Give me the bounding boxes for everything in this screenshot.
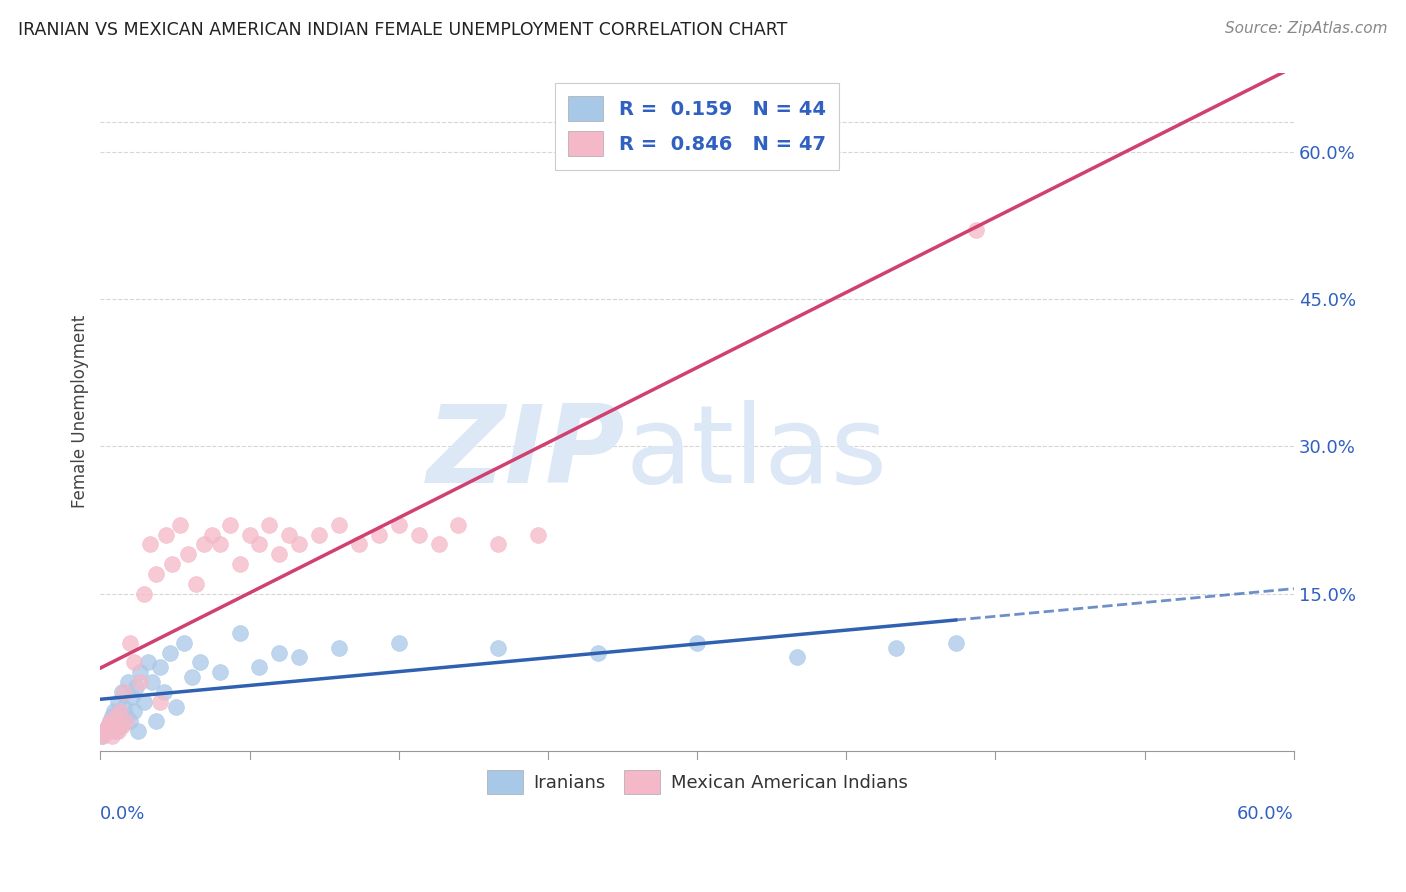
Point	[121, 690, 143, 704]
Point	[98, 714, 121, 729]
Point	[110, 705, 132, 719]
Point	[115, 709, 138, 723]
Text: 0.0%: 0.0%	[100, 805, 146, 822]
Point	[160, 557, 183, 571]
Point	[218, 517, 240, 532]
Point	[786, 650, 808, 665]
Point	[101, 709, 124, 723]
Point	[101, 729, 124, 743]
Point	[238, 527, 260, 541]
Point	[97, 719, 120, 733]
Point	[169, 517, 191, 532]
Point	[686, 635, 709, 649]
Point	[136, 656, 159, 670]
Point	[173, 635, 195, 649]
Point	[249, 537, 271, 551]
Point	[112, 699, 135, 714]
Point	[945, 635, 967, 649]
Point	[125, 680, 148, 694]
Point	[180, 670, 202, 684]
Point	[98, 714, 121, 729]
Text: ZIP: ZIP	[427, 400, 626, 506]
Point	[486, 537, 509, 551]
Point	[388, 635, 411, 649]
Point	[328, 517, 350, 532]
Point	[228, 625, 250, 640]
Point	[288, 650, 311, 665]
Point	[97, 719, 120, 733]
Point	[328, 640, 350, 655]
Point	[122, 656, 145, 670]
Point	[278, 527, 301, 541]
Point	[96, 726, 118, 740]
Point	[427, 537, 450, 551]
Point	[159, 646, 181, 660]
Point	[120, 635, 142, 649]
Text: 60.0%: 60.0%	[1237, 805, 1294, 822]
Point	[127, 724, 149, 739]
Point	[527, 527, 550, 541]
Point	[103, 719, 125, 733]
Point	[93, 726, 115, 740]
Point	[249, 660, 271, 674]
Point	[259, 517, 281, 532]
Point	[228, 557, 250, 571]
Point	[208, 665, 231, 680]
Text: IRANIAN VS MEXICAN AMERICAN INDIAN FEMALE UNEMPLOYMENT CORRELATION CHART: IRANIAN VS MEXICAN AMERICAN INDIAN FEMAL…	[18, 21, 787, 38]
Point	[965, 223, 987, 237]
Text: Source: ZipAtlas.com: Source: ZipAtlas.com	[1225, 21, 1388, 36]
Point	[308, 527, 330, 541]
Point	[408, 527, 430, 541]
Point	[269, 547, 291, 561]
Point	[107, 695, 129, 709]
Point	[149, 695, 172, 709]
Legend: Iranians, Mexican American Indians: Iranians, Mexican American Indians	[478, 762, 917, 803]
Point	[155, 527, 177, 541]
Point	[145, 566, 167, 581]
Point	[165, 699, 187, 714]
Point	[586, 646, 609, 660]
Point	[91, 729, 114, 743]
Point	[129, 665, 152, 680]
Point	[117, 675, 139, 690]
Point	[141, 675, 163, 690]
Point	[269, 646, 291, 660]
Point	[347, 537, 370, 551]
Point	[115, 714, 138, 729]
Point	[486, 640, 509, 655]
Point	[107, 724, 129, 739]
Point	[111, 719, 134, 733]
Point	[91, 729, 114, 743]
Point	[184, 576, 207, 591]
Point	[193, 537, 215, 551]
Point	[120, 714, 142, 729]
Point	[132, 695, 155, 709]
Point	[188, 656, 211, 670]
Point	[884, 640, 907, 655]
Point	[177, 547, 200, 561]
Point	[103, 705, 125, 719]
Point	[129, 675, 152, 690]
Point	[388, 517, 411, 532]
Point	[111, 685, 134, 699]
Point	[149, 660, 172, 674]
Point	[93, 724, 115, 739]
Point	[139, 537, 162, 551]
Point	[208, 537, 231, 551]
Point	[367, 527, 389, 541]
Point	[112, 685, 135, 699]
Point	[110, 719, 132, 733]
Text: atlas: atlas	[626, 400, 887, 506]
Point	[105, 724, 128, 739]
Y-axis label: Female Unemployment: Female Unemployment	[72, 315, 89, 508]
Point	[122, 705, 145, 719]
Point	[145, 714, 167, 729]
Point	[105, 709, 128, 723]
Point	[132, 586, 155, 600]
Point	[96, 724, 118, 739]
Point	[447, 517, 470, 532]
Point	[153, 685, 176, 699]
Point	[201, 527, 224, 541]
Point	[288, 537, 311, 551]
